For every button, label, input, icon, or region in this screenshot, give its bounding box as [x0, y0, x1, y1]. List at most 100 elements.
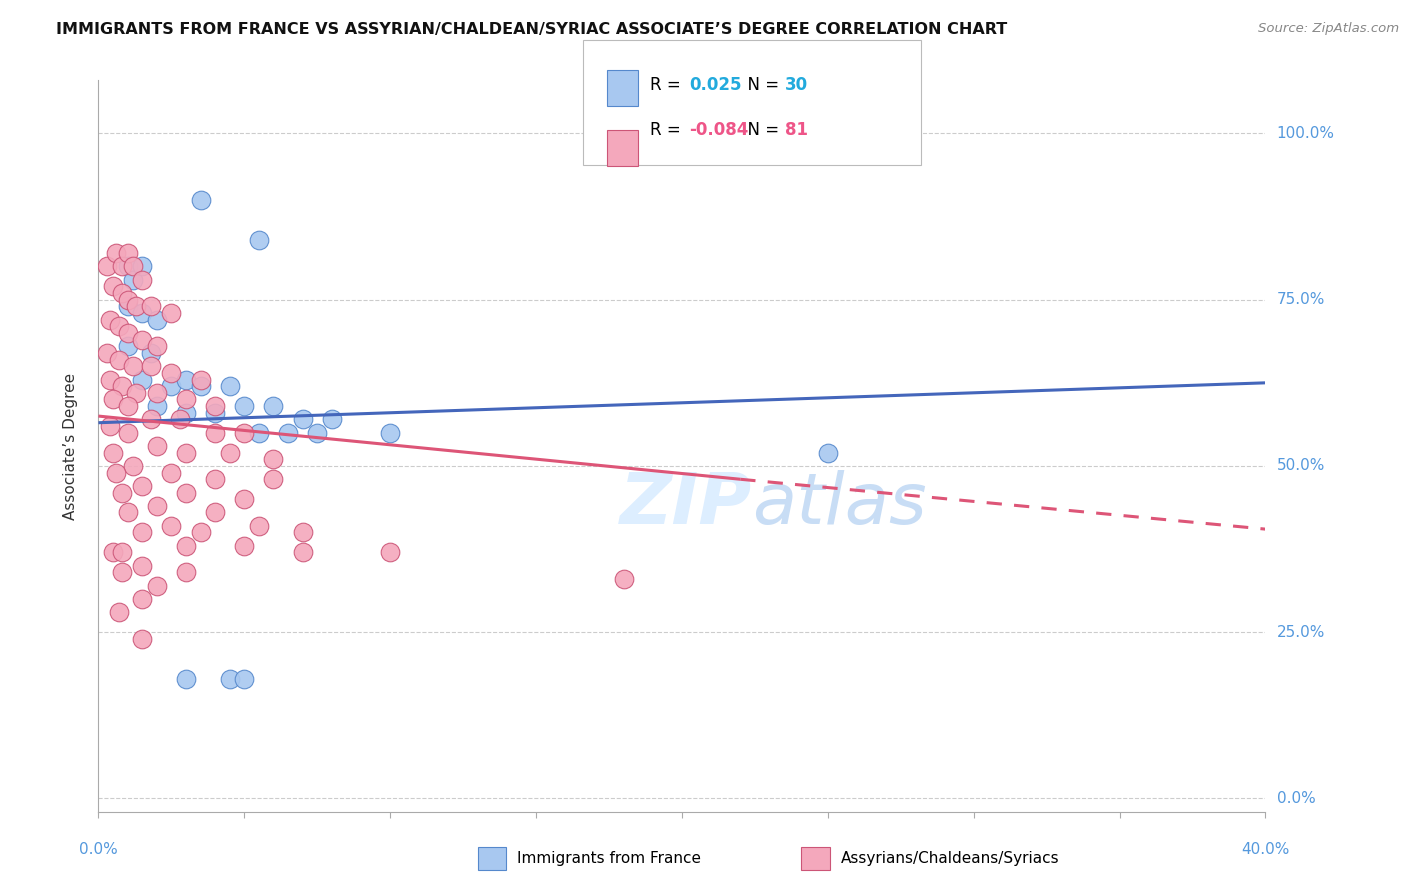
Point	[131, 632, 153, 646]
Point	[98, 312, 121, 326]
Point	[96, 260, 118, 274]
Point	[218, 672, 240, 686]
Point	[627, 127, 650, 141]
Text: -0.084: -0.084	[689, 120, 748, 138]
Point	[117, 260, 139, 274]
Point	[291, 525, 314, 540]
Text: 0.0%: 0.0%	[1277, 791, 1315, 805]
Text: Immigrants from France: Immigrants from France	[517, 851, 702, 866]
Point	[321, 412, 343, 426]
Point	[122, 458, 145, 473]
Point	[233, 492, 256, 507]
Point	[146, 579, 169, 593]
Text: 30: 30	[785, 76, 807, 94]
Point	[122, 273, 145, 287]
Point	[146, 439, 169, 453]
Text: ZIP: ZIP	[620, 470, 752, 539]
Point	[174, 372, 197, 386]
Point	[111, 566, 134, 580]
Point	[291, 412, 314, 426]
Point	[190, 372, 212, 386]
Point	[125, 385, 148, 400]
Point	[139, 412, 162, 426]
Point	[131, 591, 153, 606]
Point	[131, 479, 153, 493]
Point	[160, 379, 183, 393]
Text: 81: 81	[785, 120, 807, 138]
Text: Source: ZipAtlas.com: Source: ZipAtlas.com	[1258, 22, 1399, 36]
Text: 75.0%: 75.0%	[1277, 293, 1324, 307]
Point	[125, 299, 148, 313]
Point	[233, 399, 256, 413]
Point	[122, 260, 145, 274]
Point	[263, 399, 285, 413]
Point	[204, 472, 226, 486]
Point	[380, 425, 402, 440]
Point	[204, 399, 226, 413]
Point	[131, 273, 153, 287]
Point	[104, 466, 127, 480]
Point	[117, 246, 139, 260]
Point	[204, 506, 226, 520]
Point	[174, 539, 197, 553]
Point	[117, 299, 139, 313]
Point	[174, 445, 197, 459]
Point	[218, 379, 240, 393]
Point	[101, 445, 124, 459]
Point	[169, 412, 191, 426]
Point	[174, 406, 197, 420]
Point	[146, 312, 169, 326]
Point	[111, 379, 134, 393]
Point	[233, 539, 256, 553]
Point	[160, 306, 183, 320]
Point	[204, 425, 226, 440]
Text: 50.0%: 50.0%	[1277, 458, 1324, 474]
Point	[101, 279, 124, 293]
Point	[174, 485, 197, 500]
Point	[117, 506, 139, 520]
Point	[817, 445, 839, 459]
Point	[117, 425, 139, 440]
Point	[131, 333, 153, 347]
Point	[101, 392, 124, 407]
Point	[139, 346, 162, 360]
Point	[204, 406, 226, 420]
Point	[96, 346, 118, 360]
Point	[190, 379, 212, 393]
Text: IMMIGRANTS FROM FRANCE VS ASSYRIAN/CHALDEAN/SYRIAC ASSOCIATE’S DEGREE CORRELATIO: IMMIGRANTS FROM FRANCE VS ASSYRIAN/CHALD…	[56, 22, 1008, 37]
Point	[247, 233, 270, 247]
Point	[98, 419, 121, 434]
Point	[108, 319, 131, 334]
Point	[146, 499, 169, 513]
Text: N =: N =	[737, 76, 785, 94]
Text: N =: N =	[737, 120, 785, 138]
Point	[104, 246, 127, 260]
Point	[160, 466, 183, 480]
Point	[190, 193, 212, 207]
Point	[108, 352, 131, 367]
Point	[111, 286, 134, 301]
Point	[111, 545, 134, 559]
Point	[233, 672, 256, 686]
Point	[174, 392, 197, 407]
Point	[247, 518, 270, 533]
Point	[98, 372, 121, 386]
Text: atlas: atlas	[752, 470, 927, 539]
Text: 100.0%: 100.0%	[1277, 126, 1334, 141]
Point	[139, 299, 162, 313]
Point	[307, 425, 329, 440]
Point	[380, 545, 402, 559]
Point	[146, 339, 169, 353]
Point	[131, 558, 153, 573]
Point	[160, 518, 183, 533]
Point	[111, 485, 134, 500]
Point	[122, 359, 145, 374]
Point	[263, 452, 285, 467]
Point	[263, 472, 285, 486]
Point	[131, 525, 153, 540]
Text: Assyrians/Chaldeans/Syriacs: Assyrians/Chaldeans/Syriacs	[841, 851, 1059, 866]
Text: R =: R =	[650, 120, 686, 138]
Point	[108, 605, 131, 619]
Point	[139, 359, 162, 374]
Point	[117, 339, 139, 353]
